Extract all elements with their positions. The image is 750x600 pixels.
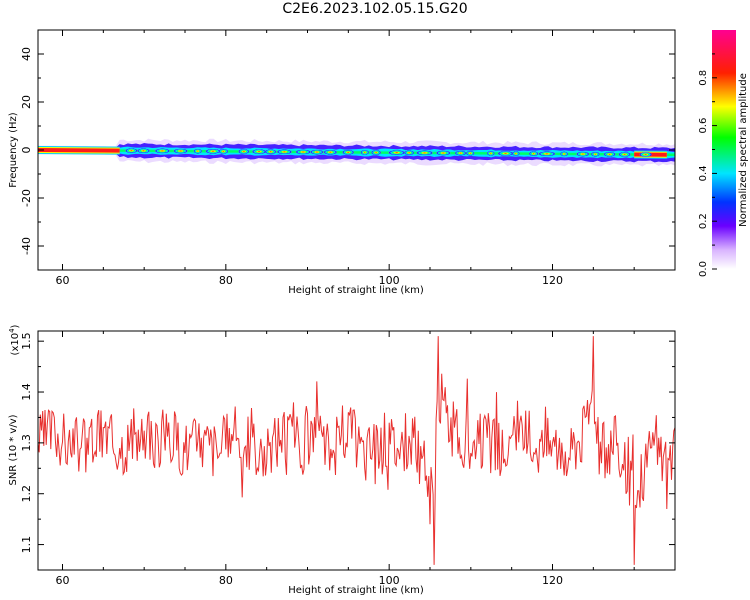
hot-spot <box>618 151 632 158</box>
spectral-band <box>38 138 675 167</box>
hot-spot <box>276 149 293 155</box>
hot-spot <box>154 148 171 154</box>
hot-spot <box>387 150 406 156</box>
hot-spot <box>323 149 338 155</box>
snr-frame <box>37 330 676 571</box>
hot-spot <box>435 150 451 156</box>
hot-spot <box>486 150 495 156</box>
y-tick-label: 40 <box>20 47 33 61</box>
snr-x-label: Height of straight line (km) <box>288 585 424 596</box>
colorbar-tick-label: 0.2 <box>698 213 709 229</box>
spectrogram-y-label: Frequency (Hz) <box>8 112 19 188</box>
hot-spot <box>528 151 539 157</box>
snr-scale-label: (x104) <box>8 324 21 355</box>
y-tick-label: 20 <box>20 95 33 109</box>
hot-spot <box>537 151 556 157</box>
hot-spot <box>638 151 653 158</box>
hot-spot <box>454 150 467 156</box>
colorbar-gradient <box>712 30 736 269</box>
y-tick-label: 1.1 <box>20 536 33 554</box>
hot-spot <box>497 150 514 157</box>
hot-spot <box>415 150 434 156</box>
hot-spot <box>205 148 222 154</box>
hot-spot <box>360 149 370 156</box>
y-tick-label: 1.4 <box>20 383 33 401</box>
y-tick-label: -40 <box>20 237 33 255</box>
snr-x-axis: 60 80 100 120 <box>56 331 676 587</box>
y-tick-label: 1.2 <box>20 485 33 503</box>
hot-spot <box>511 151 520 157</box>
colorbar-label: Normalized spectral amplitude <box>738 73 749 227</box>
x-tick-label: 120 <box>542 274 563 287</box>
x-tick-label: 100 <box>379 574 400 587</box>
x-tick-label: 100 <box>379 274 400 287</box>
hot-spot <box>173 148 189 154</box>
hot-spot <box>309 149 324 155</box>
y-tick-label: 1.3 <box>20 434 33 452</box>
snr-y-axis: 1.1 1.2 1.3 1.4 1.5 <box>20 332 675 553</box>
hot-spot <box>193 148 203 154</box>
spectrogram-panel: 60 80 100 120 -40 -20 0 20 40 Height of straigh… <box>8 29 676 296</box>
colorbar-tick-label: 0.8 <box>698 70 709 86</box>
strong-segment-core <box>38 148 120 153</box>
x-tick-label: 60 <box>56 574 70 587</box>
colorbar: 0.0 0.2 0.4 0.6 0.8 Normalized spectral ampl… <box>698 30 749 277</box>
x-tick-label: 60 <box>56 274 70 287</box>
hot-spot <box>370 149 382 156</box>
y-tick-label: 0 <box>20 147 33 154</box>
snr-y-label: SNR (10 * v/v) <box>8 414 19 485</box>
hot-spot <box>237 148 250 155</box>
hot-spot <box>575 151 590 157</box>
x-tick-label: 80 <box>219 274 233 287</box>
spectrogram-x-label: Height of straight line (km) <box>288 285 424 296</box>
hot-spot <box>465 150 475 156</box>
colorbar-ticks: 0.0 0.2 0.4 0.6 0.8 <box>698 53 717 277</box>
hot-spot <box>603 151 616 157</box>
hot-spot <box>560 151 569 157</box>
hot-spot <box>590 151 600 157</box>
colorbar-tick-label: 0.6 <box>698 118 709 134</box>
chart-title: C2E6.2023.102.05.15.G20 <box>282 1 468 17</box>
x-tick-label: 120 <box>542 574 563 587</box>
colorbar-tick-label: 0.0 <box>698 261 709 277</box>
hot-spot <box>264 149 277 155</box>
hot-spot <box>295 149 312 155</box>
y-tick-label: 1.5 <box>20 332 33 350</box>
spectrogram-x-axis: 60 80 100 120 <box>56 30 676 287</box>
hot-spot <box>124 148 138 154</box>
hot-spot <box>251 149 267 155</box>
hot-spot <box>403 150 415 156</box>
hot-spot <box>218 148 229 154</box>
snr-panel: 60 80 100 120 1.1 1.2 1.3 1.4 1.5 Height of str… <box>8 324 676 596</box>
x-tick-label: 80 <box>219 574 233 587</box>
hot-spot <box>341 149 355 155</box>
colorbar-tick-label: 0.4 <box>698 165 709 181</box>
spectrogram-y-axis: -40 -20 0 20 40 <box>20 29 675 271</box>
snr-series-line <box>38 336 675 565</box>
y-tick-label: -20 <box>20 189 33 207</box>
hot-spot <box>136 148 151 154</box>
